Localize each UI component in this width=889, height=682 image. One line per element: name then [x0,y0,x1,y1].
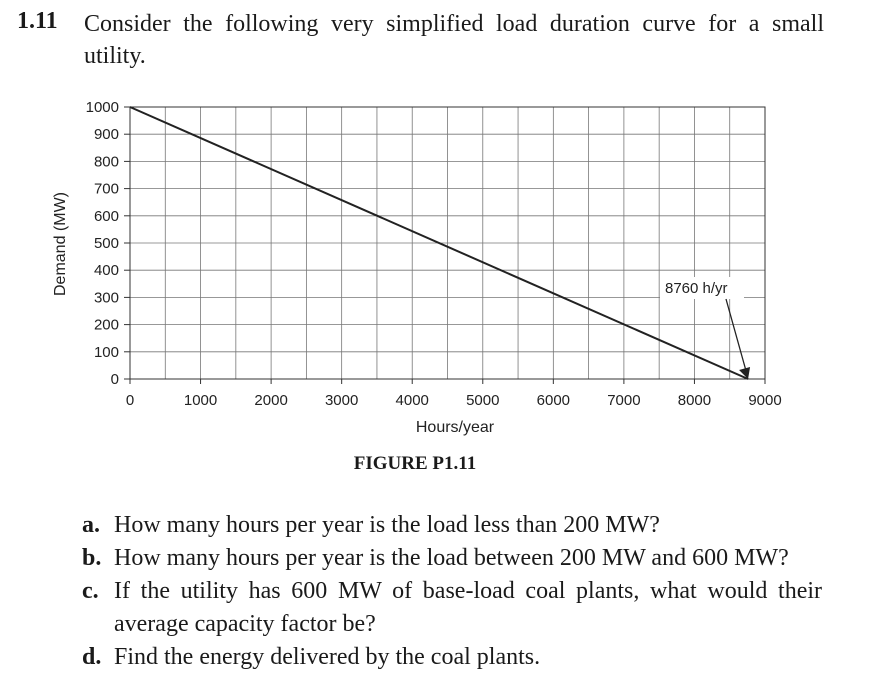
y-tick-label: 1000 [86,99,119,116]
question-a: a. How many hours per year is the load l… [82,509,822,542]
question-b: b. How many hours per year is the load b… [82,542,822,575]
load-duration-line [129,106,749,380]
y-tick-label: 900 [94,126,119,143]
y-tick-label: 500 [94,235,119,252]
question-label: a. [82,512,100,538]
chart-annotation: 8760 h/yr [660,277,751,379]
x-tick-label: 7000 [607,392,640,409]
question-c: c. If the utility has 600 MW of base-loa… [82,575,822,641]
question-list: a. How many hours per year is the load l… [82,509,822,674]
tick-labels: 0 100 200 300 400 500 600 700 800 900 1000 0 1000 200… [86,99,782,409]
x-tick-label: 3000 [325,392,358,409]
x-axis-label: Hours/year [416,419,495,436]
x-tick-label: 5000 [466,392,499,409]
x-tick-label: 6000 [537,392,570,409]
chart-series [129,106,749,380]
question-label: d. [82,644,102,670]
figure-caption: FIGURE P1.11 [353,453,477,474]
question-text: If the utility has 600 MW of base-load c… [114,578,822,637]
chart-grid [130,107,765,379]
question-text: How many hours per year is the load less… [114,512,660,538]
x-tick-label: 9000 [748,392,781,409]
x-tick-label: 1000 [184,392,217,409]
question-label: b. [82,545,102,571]
problem-number: 1.11 [17,8,58,34]
question-text: Find the energy delivered by the coal pl… [114,644,541,670]
annotation-box [660,277,744,299]
y-tick-label: 0 [111,371,119,388]
annotation-arrow-line [725,298,747,372]
y-axis-label: Demand (MW) [52,192,69,296]
y-tick-label: 300 [94,289,119,306]
y-tick-label: 700 [94,181,119,198]
x-tick-label: 4000 [396,392,429,409]
annotation-label: 8760 h/yr [665,280,728,297]
y-tick-label: 100 [94,344,119,361]
y-tick-label: 600 [94,208,119,225]
y-tick-label: 800 [94,153,119,170]
x-tick-label: 2000 [254,392,287,409]
y-tick-label: 400 [94,262,119,279]
y-tick-label: 200 [94,317,119,334]
question-label: c. [82,578,99,604]
x-tick-label: 8000 [678,392,711,409]
problem-statement: Consider the following very simplified l… [84,11,824,69]
question-text: How many hours per year is the load betw… [114,545,789,571]
x-tick-label: 0 [126,392,134,409]
annotation-arrowhead [739,367,751,379]
question-d: d. Find the energy delivered by the coal… [82,641,822,674]
